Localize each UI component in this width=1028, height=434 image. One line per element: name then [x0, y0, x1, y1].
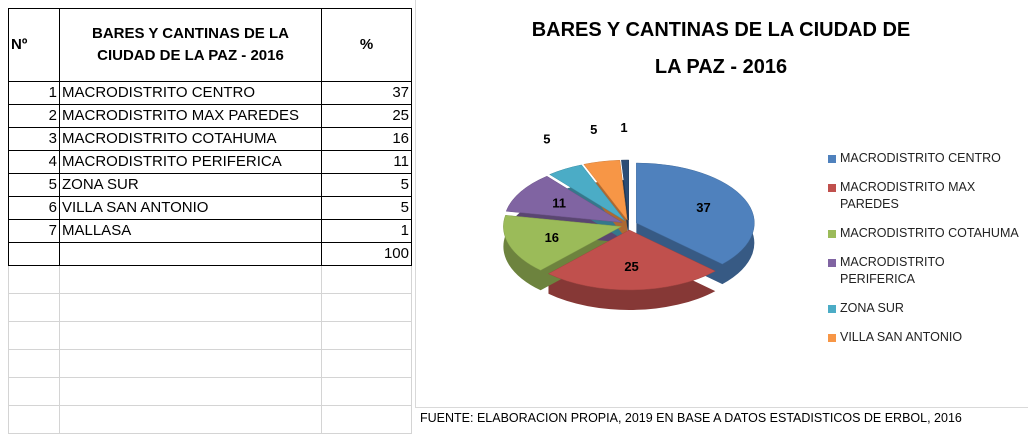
legend-swatch — [828, 305, 836, 313]
data-label: 5 — [590, 122, 597, 137]
legend-item: MACRODISTRITO PERIFERICA — [828, 254, 1023, 288]
table-cell: MACRODISTRITO CENTRO — [60, 82, 322, 105]
table-cell: 1 — [322, 220, 412, 243]
table-cell: 37 — [322, 82, 412, 105]
header-cell: BARES Y CANTINAS DE LA CIUDAD DE LA PAZ … — [60, 8, 322, 82]
grid-cell — [322, 266, 412, 294]
legend-swatch — [828, 184, 836, 192]
table-cell: 2 — [8, 105, 60, 128]
grid-cell — [322, 294, 412, 322]
data-label: 5 — [543, 132, 550, 147]
data-label: 37 — [696, 200, 710, 215]
data-label: 25 — [624, 259, 638, 274]
legend-swatch — [828, 259, 836, 267]
table-cell: 5 — [8, 174, 60, 197]
chart-title: BARES Y CANTINAS DE LA CIUDAD DE — [532, 19, 911, 41]
grid-cell — [322, 406, 412, 434]
grid-cell — [8, 378, 60, 406]
grid-cell — [322, 378, 412, 406]
grid-cell — [60, 294, 322, 322]
legend-swatch — [828, 230, 836, 238]
pie-slice — [621, 159, 629, 221]
pie-slice — [583, 159, 628, 221]
grid-cell — [322, 350, 412, 378]
chart-area: BARES Y CANTINAS DE LA CIUDAD DE LA PAZ … — [415, 0, 1028, 408]
table-cell: 11 — [322, 151, 412, 174]
table-cell: 7 — [8, 220, 60, 243]
legend-item: MACRODISTRITO CENTRO — [828, 150, 1023, 167]
grid-cell — [8, 266, 60, 294]
table-cell: 4 — [8, 151, 60, 174]
legend: MACRODISTRITO CENTRO MACRODISTRITO MAX PA… — [828, 150, 1023, 350]
table-cell: MACRODISTRITO COTAHUMA — [60, 128, 322, 151]
table-cell — [60, 243, 322, 266]
pie-tops — [503, 159, 755, 291]
legend-label: MACRODISTRITO MAX PAREDES — [840, 180, 976, 211]
table-cell: 3 — [8, 128, 60, 151]
table-cell: ZONA SUR — [60, 174, 322, 197]
grid-cell — [60, 406, 322, 434]
chart: BARES Y CANTINAS DE LA CIUDAD DE LA PAZ … — [503, 19, 911, 310]
total-cell: 100 — [322, 243, 412, 266]
pie-slice — [503, 215, 623, 271]
table-cell: 5 — [322, 197, 412, 220]
data-label: 11 — [552, 196, 566, 211]
chart-title: LA PAZ - 2016 — [655, 56, 787, 78]
table-cell: MACRODISTRITO PERIFERICA — [60, 151, 322, 174]
legend-label: VILLA SAN ANTONIO — [840, 330, 963, 344]
grid-cell — [60, 378, 322, 406]
legend-label: MACRODISTRITO PERIFERICA — [840, 255, 945, 286]
table-cell: MACRODISTRITO MAX PAREDES — [60, 105, 322, 128]
legend-item: VILLA SAN ANTONIO — [828, 329, 1023, 346]
legend-swatch — [828, 155, 836, 163]
legend-label: MACRODISTRITO COTAHUMA — [840, 226, 1019, 240]
table-cell: 6 — [8, 197, 60, 220]
data-label: 16 — [545, 230, 559, 245]
data-label: 1 — [620, 120, 627, 135]
grid-cell — [322, 322, 412, 350]
header-cell: Nº — [8, 8, 60, 82]
grid-cell — [8, 350, 60, 378]
table-cell: 25 — [322, 105, 412, 128]
source-note: FUENTE: ELABORACION PROPIA, 2019 EN BASE… — [420, 411, 962, 425]
pie-slice — [636, 162, 755, 265]
grid-cell — [8, 322, 60, 350]
pie-slice — [549, 164, 626, 221]
legend-item: MACRODISTRITO COTAHUMA — [828, 225, 1023, 242]
table-cell: 16 — [322, 128, 412, 151]
legend-swatch — [828, 334, 836, 342]
grid-cell — [8, 294, 60, 322]
legend-item: ZONA SUR — [828, 300, 1023, 317]
grid-cell — [60, 266, 322, 294]
table-cell — [8, 243, 60, 266]
table-cell: MALLASA — [60, 220, 322, 243]
pie-slice — [547, 229, 716, 291]
legend-label: ZONA SUR — [840, 301, 904, 315]
table-cell: 1 — [8, 82, 60, 105]
table-cell: VILLA SAN ANTONIO — [60, 197, 322, 220]
pie-slice — [505, 175, 623, 223]
legend-label: MACRODISTRITO CENTRO — [840, 151, 1001, 165]
grid-cell — [60, 350, 322, 378]
grid-cell — [8, 406, 60, 434]
grid-cell — [60, 322, 322, 350]
header-cell: % — [322, 8, 412, 82]
table-cell: 5 — [322, 174, 412, 197]
legend-item: MACRODISTRITO MAX PAREDES — [828, 179, 1023, 213]
